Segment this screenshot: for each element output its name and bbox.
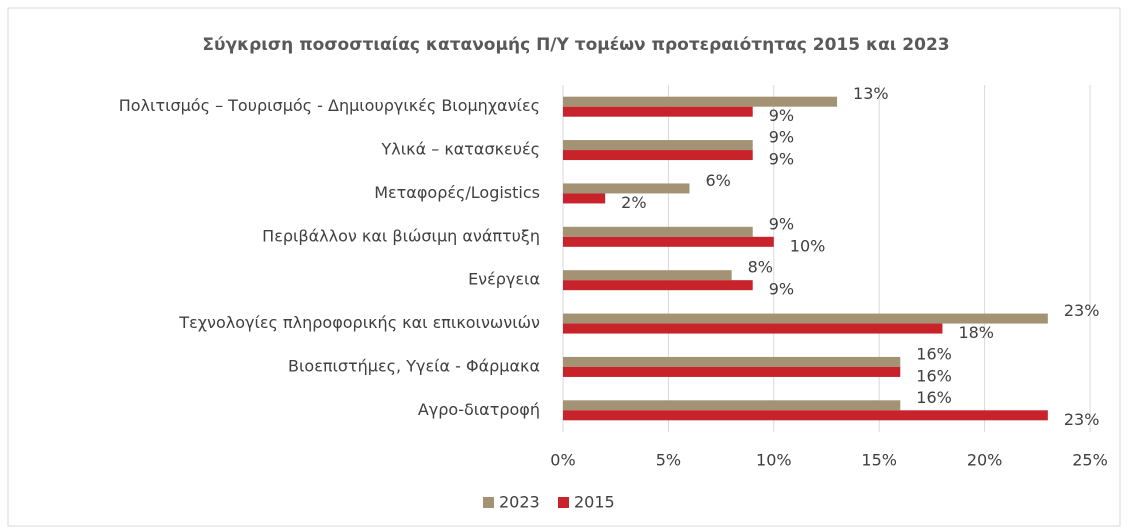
chart-title: Σύγκριση ποσοστιαίας κατανομής Π/Υ τομέω… xyxy=(202,35,949,55)
bar xyxy=(563,323,943,334)
y-tick-label: Αγρο-διατροφή xyxy=(418,400,540,419)
x-tick-label: 0% xyxy=(550,451,575,470)
legend-swatch xyxy=(483,497,494,508)
legend-swatch xyxy=(558,497,569,508)
x-tick-label: 5% xyxy=(656,451,681,470)
chart-border xyxy=(7,7,1121,527)
data-label: 6% xyxy=(705,171,730,190)
y-tick-label: Βιοεπιστήμες, Υγεία - Φάρμακα xyxy=(288,356,540,375)
y-tick-label: Περιβάλλον και βιώσιμη ανάπτυξη xyxy=(262,226,540,245)
data-label: 23% xyxy=(1064,301,1100,320)
y-tick-label: Υλικά – κατασκευές xyxy=(381,140,540,159)
data-label: 18% xyxy=(958,323,994,342)
legend-label: 2015 xyxy=(574,493,615,512)
bar xyxy=(563,270,732,281)
data-label: 9% xyxy=(769,106,794,125)
data-label: 9% xyxy=(769,128,794,147)
bar xyxy=(563,183,690,194)
bar xyxy=(563,410,1048,421)
data-label: 8% xyxy=(748,258,773,277)
bar xyxy=(563,366,901,377)
data-label: 9% xyxy=(769,280,794,299)
x-tick-label: 20% xyxy=(967,451,1003,470)
bar xyxy=(563,140,753,151)
data-label: 2% xyxy=(621,193,646,212)
data-label: 10% xyxy=(790,236,826,255)
x-tick-label: 10% xyxy=(756,451,792,470)
data-label: 23% xyxy=(1064,410,1100,429)
y-tick-label: Ενέργεια xyxy=(468,270,540,289)
data-label: 16% xyxy=(916,344,952,363)
bar xyxy=(563,236,774,247)
bar xyxy=(563,400,901,411)
data-label: 13% xyxy=(853,84,889,103)
bar xyxy=(563,96,838,107)
bar xyxy=(563,106,753,117)
bar xyxy=(563,280,753,291)
data-label: 16% xyxy=(916,388,952,407)
bar xyxy=(563,313,1048,324)
x-tick-label: 25% xyxy=(1072,451,1108,470)
bar xyxy=(563,226,753,237)
y-tick-label: Τεχνολογίες πληροφορικής και επικοινωνιώ… xyxy=(178,313,540,332)
x-tick-label: 15% xyxy=(861,451,897,470)
bar xyxy=(563,356,901,367)
y-tick-label: Πολιτισμός – Τουρισμός - Δημιουργικές Βι… xyxy=(119,96,540,115)
data-label: 9% xyxy=(769,214,794,233)
data-label: 16% xyxy=(916,366,952,385)
bar xyxy=(563,193,606,204)
bar xyxy=(563,150,753,161)
y-tick-label: Μεταφορές/Logistics xyxy=(374,183,540,202)
data-label: 9% xyxy=(769,150,794,169)
legend-label: 2023 xyxy=(499,493,540,512)
